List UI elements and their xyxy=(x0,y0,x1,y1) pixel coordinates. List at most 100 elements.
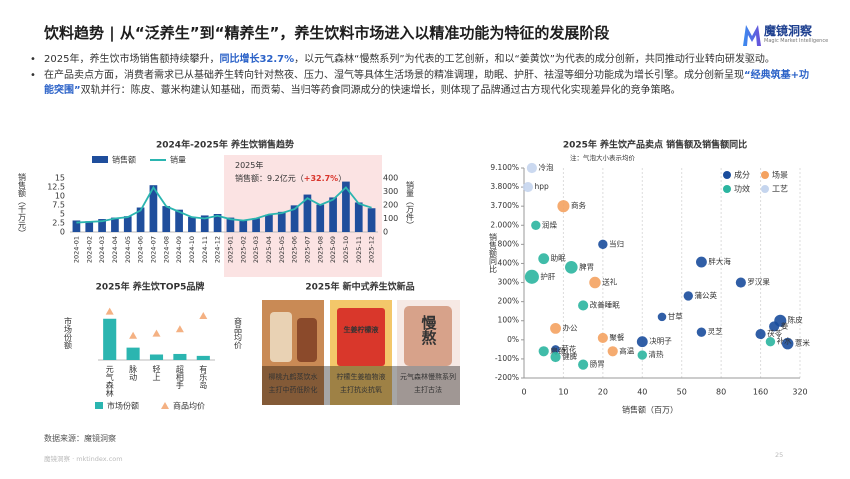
y-tick-label: 10 xyxy=(55,192,65,201)
y-axis-title: 市场份额 xyxy=(64,316,73,350)
y-tick-label: 2.5 xyxy=(52,219,65,228)
x-tick-label: 80 xyxy=(716,388,726,397)
point-label: 肠胃 xyxy=(590,360,605,369)
product-caption: 主打抗炎抗氧 xyxy=(340,385,382,394)
y2-tick-label: 200 xyxy=(383,201,398,210)
bar xyxy=(354,202,363,232)
x-tick-label: 50 xyxy=(677,388,687,397)
legend-label: 功效 xyxy=(734,184,750,194)
data-source: 数据来源：魔镜洞察 xyxy=(44,434,116,443)
x-tick-label: 10 xyxy=(558,388,568,397)
bar xyxy=(72,220,81,232)
product-images xyxy=(262,300,460,405)
x-tick-label: 2024-08 xyxy=(162,236,170,263)
annotation-part: +32.7% xyxy=(304,174,338,183)
legend-swatch xyxy=(95,402,103,409)
legend-label: 销量 xyxy=(170,155,186,165)
x-tick-label: 2025-03 xyxy=(252,236,260,263)
legend-swatch xyxy=(761,171,769,179)
bar xyxy=(103,318,117,360)
annotation-part: 销售额：9.2亿元（ xyxy=(235,173,304,183)
bubble xyxy=(551,345,560,354)
x-tick-label: 2024-02 xyxy=(85,236,93,263)
legend-label: 工艺 xyxy=(772,185,788,194)
x-tick-label: 2024-12 xyxy=(214,236,222,263)
annotation-part: ） xyxy=(338,174,346,183)
y2-tick-label: 400 xyxy=(383,174,398,183)
bubble xyxy=(578,359,589,370)
bar xyxy=(213,214,222,232)
bullet: 2025年，养生饮市场销售额持续攀升，同比增长32.7%，以元气森林“慢熬系列”… xyxy=(30,52,814,68)
y-tick-label: -200% xyxy=(495,373,519,382)
bar xyxy=(196,355,210,360)
bubble xyxy=(598,239,608,250)
y-tick-label: -100% xyxy=(495,354,519,363)
bar xyxy=(252,218,260,232)
x-tick-label: 2025-04 xyxy=(265,236,273,263)
point-label: 薏米 xyxy=(795,338,810,348)
bullet: 在产品卖点方面，消费者需求已从基础养生转向针对熬夜、压力、湿气等具体生活场景的精… xyxy=(30,68,814,99)
point-label: 润燥 xyxy=(542,219,557,229)
x-tick-label: 2024-07 xyxy=(149,236,157,263)
bar xyxy=(149,185,158,232)
y2-tick-label: 0 xyxy=(383,228,388,237)
bubble xyxy=(565,260,578,274)
point-label: 护肝 xyxy=(540,271,555,281)
y-tick-label: 0% xyxy=(507,335,519,344)
x-tick-label: 2024-01 xyxy=(72,236,80,263)
y-tick-label: 7.5 xyxy=(52,201,65,210)
legend-label: 场景 xyxy=(772,171,788,180)
x-tick-label: 2025-07 xyxy=(303,236,311,263)
y-tick-label: 400% xyxy=(498,258,519,267)
annotation: 销售额：9.2亿元（+32.7%） xyxy=(235,173,346,183)
bar xyxy=(123,216,132,232)
bullet-text: 在产品卖点方面，消费者需求已从基础养生转向针对熬夜、压力、湿气等具体生活场景的精… xyxy=(44,69,744,81)
point-label: 健脾 xyxy=(562,351,577,361)
y-tick-label: 3.800% xyxy=(490,182,519,191)
caption-band xyxy=(262,366,460,405)
package-text: 生姜柠檬液 xyxy=(344,325,380,334)
product-bottle xyxy=(270,312,292,362)
bar xyxy=(162,206,171,232)
bar xyxy=(98,219,106,232)
footer-site: 魔镜洞察 · mktindex.com xyxy=(44,455,123,463)
bubble xyxy=(637,350,647,360)
chart-note: 注：气泡大小表示均价 xyxy=(570,153,636,162)
bubble xyxy=(657,312,667,322)
point-label: 肩颈 xyxy=(550,345,565,355)
legend-swatch xyxy=(723,185,731,193)
bullet-text: ，以元气森林“慢熬系列”为代表的工艺创新，和以“姜黄饮”为代表的成分创新，共同推… xyxy=(294,54,775,65)
point-label: 蒲公英 xyxy=(694,290,717,300)
bar xyxy=(367,208,376,232)
y2-tick-label: 300 xyxy=(383,187,398,196)
bubble xyxy=(550,322,561,334)
bubble xyxy=(607,346,618,357)
chart-title: 2025年 养生饮产品卖点 销售额及销售额同比 xyxy=(563,139,747,151)
x-axis-title: 销售额（百万） xyxy=(622,405,678,415)
marker xyxy=(152,329,161,337)
y-tick-label: 15 xyxy=(55,174,65,183)
bubble xyxy=(526,162,537,174)
bubble xyxy=(755,329,766,340)
x-tick-label: 160 xyxy=(753,388,768,397)
x-tick-label: 有乐岛 xyxy=(199,364,208,390)
logo-text: 魔镜洞察 xyxy=(764,24,813,38)
y-tick-label: 100% xyxy=(498,316,519,325)
x-tick-label: 320 xyxy=(792,388,807,397)
x-tick-label: 2024-06 xyxy=(137,236,145,263)
point-label: 改善睡眠 xyxy=(590,299,620,309)
x-tick-label: 2024-03 xyxy=(98,236,106,263)
x-tick-label: 超相手 xyxy=(175,364,184,390)
product-bottle xyxy=(404,306,452,366)
y2-axis-title: 销量（万件） xyxy=(406,180,415,229)
bar xyxy=(329,197,337,232)
legend-label: 销售额 xyxy=(112,155,136,165)
x-tick-label: 2024-11 xyxy=(201,236,209,263)
point-label: 陈皮 xyxy=(788,315,803,325)
bullet-text: 2025年，养生饮市场销售额持续攀升， xyxy=(44,54,220,65)
point-label: 助眠 xyxy=(551,253,566,263)
product-package xyxy=(337,308,385,366)
bar xyxy=(126,347,140,360)
bar xyxy=(136,207,145,232)
